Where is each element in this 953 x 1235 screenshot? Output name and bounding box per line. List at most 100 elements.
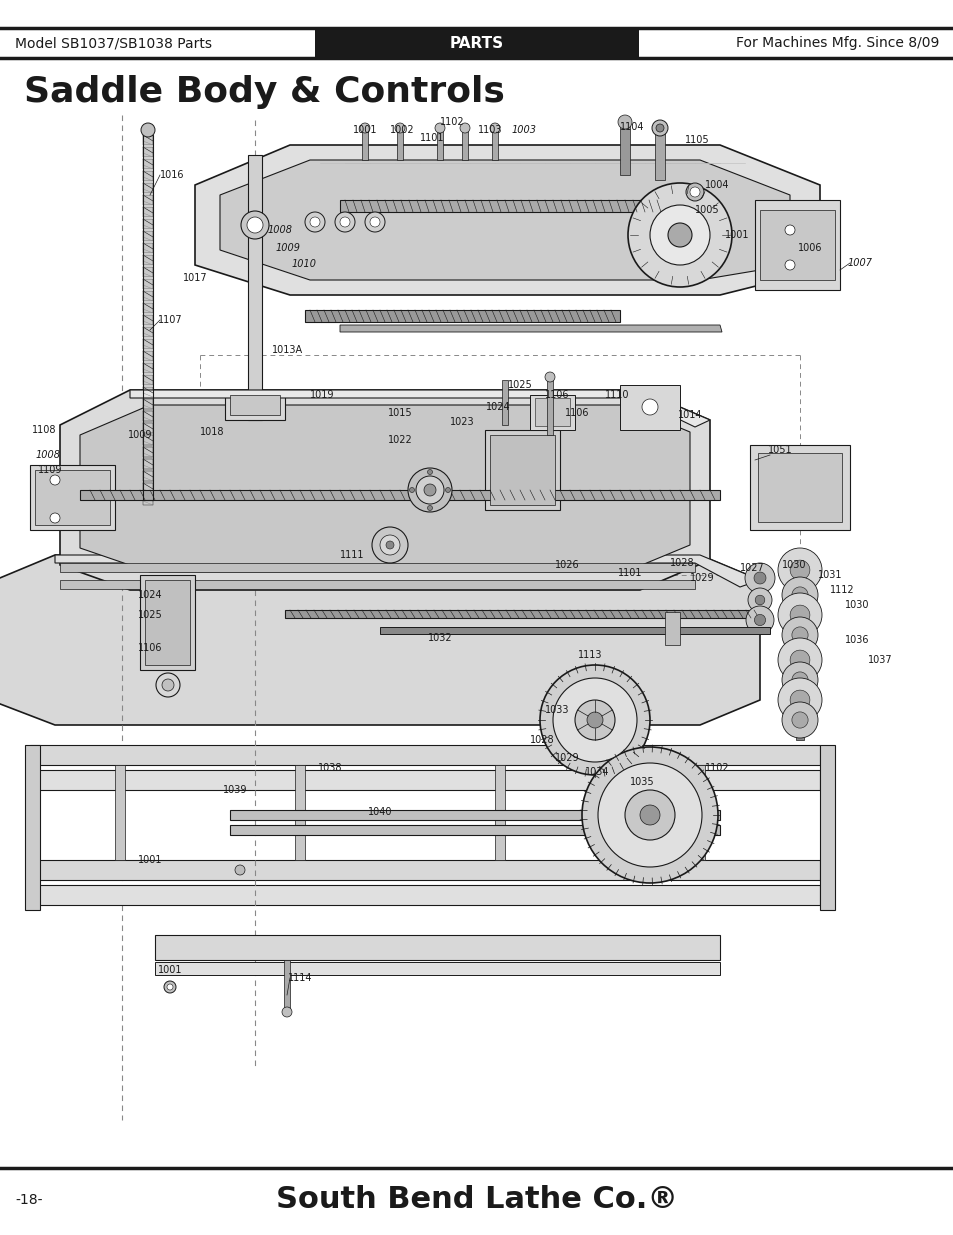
Polygon shape: [143, 267, 152, 277]
Polygon shape: [80, 490, 720, 500]
Circle shape: [386, 541, 394, 550]
Circle shape: [745, 606, 773, 634]
Polygon shape: [60, 390, 709, 590]
Text: Saddle Body & Controls: Saddle Body & Controls: [24, 75, 504, 109]
Circle shape: [781, 701, 817, 739]
Polygon shape: [154, 962, 720, 974]
Circle shape: [50, 475, 60, 485]
Circle shape: [575, 700, 615, 740]
Bar: [314, 28, 639, 58]
Text: 1114: 1114: [288, 973, 313, 983]
Text: 1101: 1101: [618, 568, 641, 578]
Polygon shape: [143, 351, 152, 361]
Circle shape: [639, 805, 659, 825]
Polygon shape: [0, 555, 760, 725]
Circle shape: [781, 577, 817, 613]
Polygon shape: [143, 231, 152, 241]
Text: 1025: 1025: [507, 380, 532, 390]
Polygon shape: [143, 135, 152, 144]
Circle shape: [778, 678, 821, 722]
Circle shape: [778, 638, 821, 682]
Text: 1004: 1004: [704, 180, 729, 190]
Circle shape: [753, 572, 765, 584]
Circle shape: [339, 217, 350, 227]
Text: 1010: 1010: [292, 259, 316, 269]
Text: 1106: 1106: [564, 408, 589, 417]
Polygon shape: [530, 395, 575, 430]
Text: 1025: 1025: [138, 610, 163, 620]
Text: 1023: 1023: [450, 417, 475, 427]
Polygon shape: [461, 130, 468, 161]
Polygon shape: [490, 435, 555, 505]
Polygon shape: [143, 363, 152, 373]
Text: 1106: 1106: [544, 390, 569, 400]
Text: 1022: 1022: [388, 435, 413, 445]
Text: 1008: 1008: [268, 225, 293, 235]
Text: 1002: 1002: [389, 125, 414, 135]
Text: 1009: 1009: [275, 243, 301, 253]
Polygon shape: [664, 613, 679, 645]
Polygon shape: [361, 130, 368, 161]
Polygon shape: [30, 885, 820, 905]
Text: 1108: 1108: [32, 425, 56, 435]
Text: 1051: 1051: [767, 445, 792, 454]
Circle shape: [791, 627, 807, 643]
Polygon shape: [143, 495, 152, 505]
Polygon shape: [143, 338, 152, 350]
Text: 1031: 1031: [817, 571, 841, 580]
Circle shape: [156, 673, 180, 697]
Polygon shape: [546, 380, 553, 435]
Text: 1001: 1001: [138, 855, 162, 864]
Polygon shape: [285, 610, 760, 618]
Text: 1105: 1105: [684, 135, 709, 144]
Text: 1001: 1001: [724, 230, 749, 240]
Circle shape: [747, 588, 771, 613]
Circle shape: [423, 484, 436, 496]
Circle shape: [544, 372, 555, 382]
Circle shape: [539, 664, 649, 776]
Polygon shape: [60, 580, 695, 589]
Text: 1040: 1040: [368, 806, 392, 818]
Polygon shape: [339, 325, 721, 332]
Circle shape: [241, 211, 269, 240]
Polygon shape: [754, 200, 840, 290]
Text: 1037: 1037: [867, 655, 892, 664]
Text: 1036: 1036: [844, 635, 868, 645]
Text: 1106: 1106: [138, 643, 162, 653]
Circle shape: [427, 505, 432, 510]
Text: 1113: 1113: [578, 650, 602, 659]
Circle shape: [656, 124, 663, 132]
Polygon shape: [795, 555, 803, 740]
Text: 1112: 1112: [829, 585, 854, 595]
Polygon shape: [55, 555, 760, 587]
Polygon shape: [143, 411, 152, 421]
Circle shape: [627, 183, 731, 287]
Polygon shape: [492, 130, 497, 161]
Polygon shape: [25, 745, 40, 910]
Circle shape: [409, 488, 414, 493]
Polygon shape: [143, 315, 152, 325]
Circle shape: [791, 587, 807, 603]
Circle shape: [651, 120, 667, 136]
Polygon shape: [30, 769, 820, 790]
Circle shape: [754, 614, 765, 626]
Circle shape: [247, 217, 263, 233]
Circle shape: [789, 561, 809, 580]
Text: 1103: 1103: [477, 125, 501, 135]
Circle shape: [490, 124, 499, 133]
Circle shape: [553, 678, 637, 762]
Circle shape: [784, 225, 794, 235]
Polygon shape: [230, 810, 720, 820]
Circle shape: [365, 212, 385, 232]
Polygon shape: [143, 219, 152, 228]
Text: 1101: 1101: [419, 133, 444, 143]
Polygon shape: [30, 745, 820, 764]
Text: 1111: 1111: [339, 550, 364, 559]
Text: 1030: 1030: [781, 559, 805, 571]
Circle shape: [379, 535, 399, 555]
Circle shape: [370, 217, 379, 227]
Polygon shape: [30, 860, 820, 881]
Circle shape: [689, 186, 700, 198]
Polygon shape: [760, 210, 834, 280]
Circle shape: [234, 864, 245, 876]
